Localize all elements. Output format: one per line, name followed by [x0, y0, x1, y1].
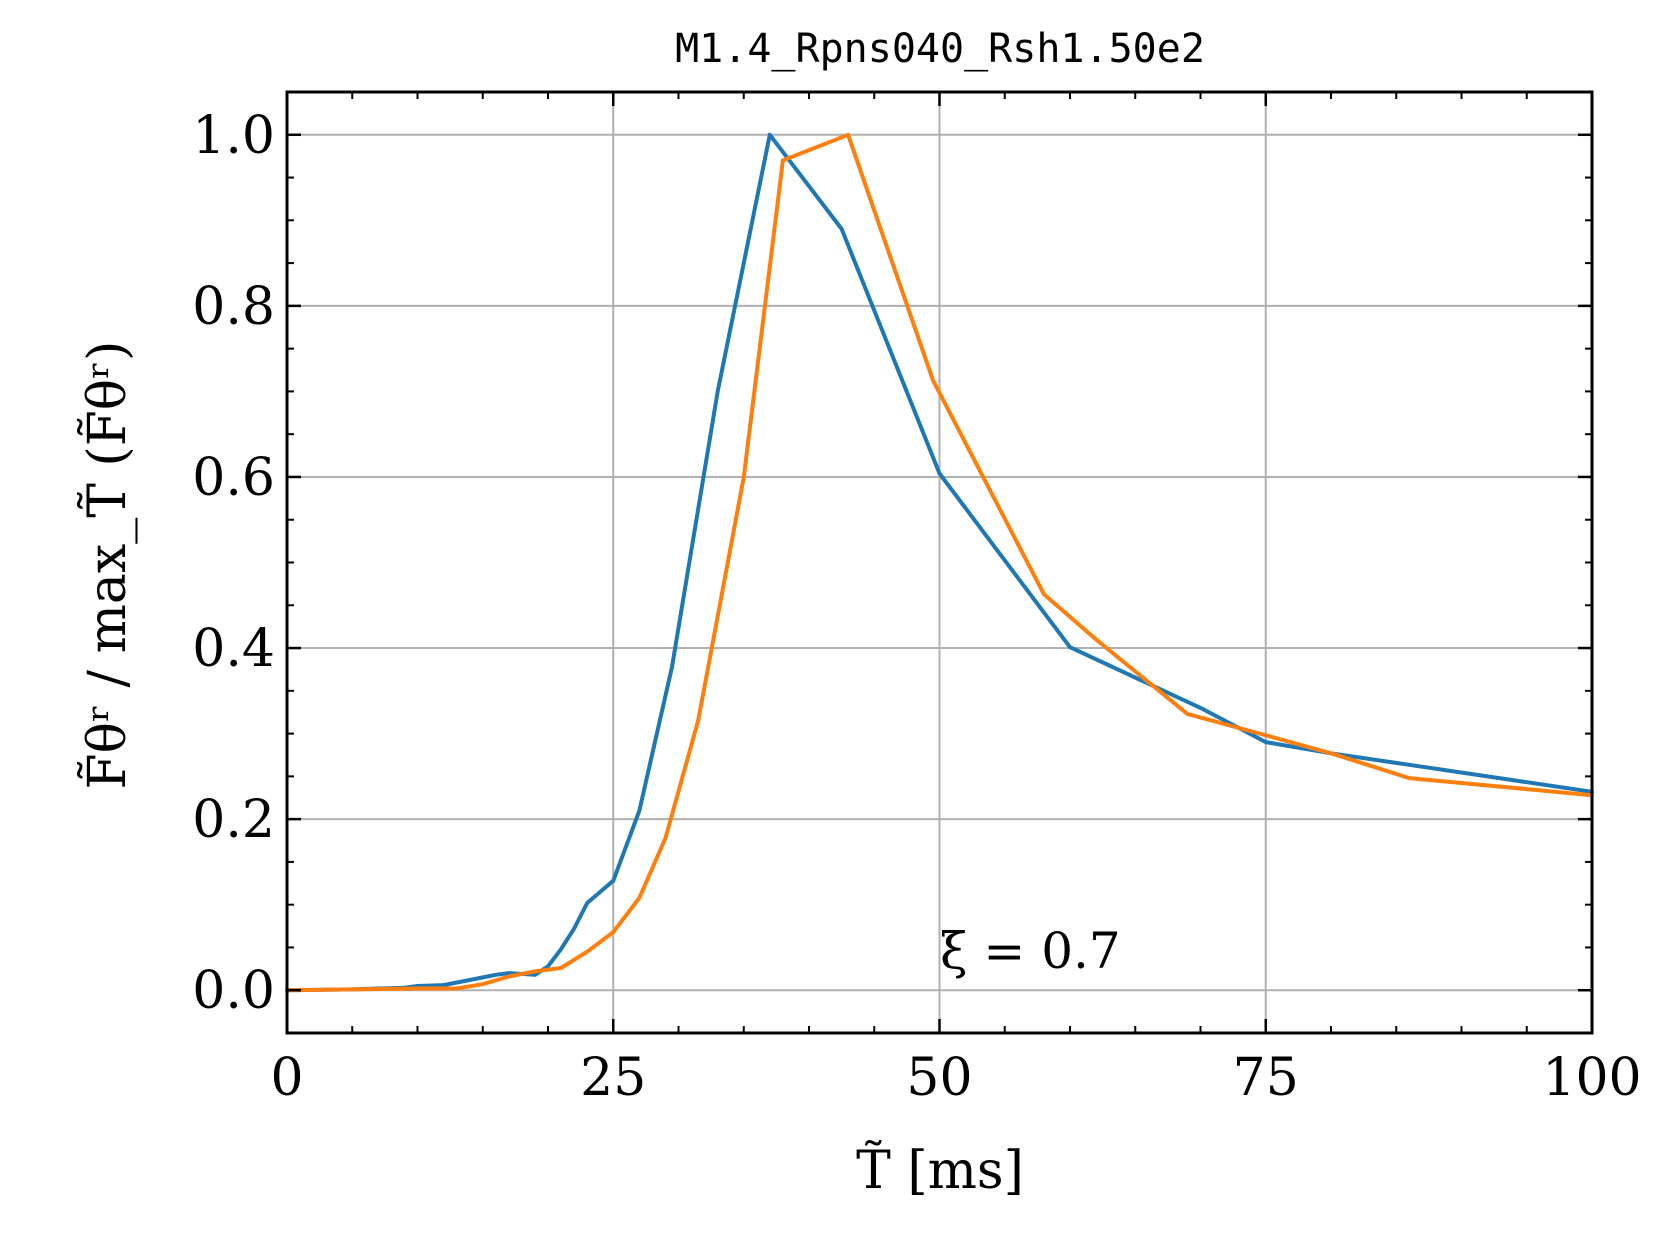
- x-axis-label: T̃ [ms]: [856, 1140, 1024, 1201]
- x-tick-label: 0: [270, 1048, 303, 1108]
- series-layer: [285, 132, 1594, 993]
- y-tick-label: 0.0: [192, 961, 275, 1021]
- x-tick-label: 50: [906, 1048, 972, 1108]
- tick-labels: 0 25 50 75 100 0.0 0.2 0.4 0.6 0.8 1.0: [192, 106, 1641, 1108]
- y-tick-label: 0.4: [192, 619, 275, 679]
- series-line-series-2: [285, 132, 1594, 993]
- y-tick-label: 0.8: [192, 277, 275, 337]
- y-axis-label: F̃θʳ / max_T̃ (F̃θʳ): [77, 341, 138, 790]
- chart-title: M1.4_Rpns040_Rsh1.50e2: [675, 26, 1205, 72]
- plot-frame: [285, 90, 1594, 1035]
- annotation-xi: ξ = 0.7: [940, 922, 1121, 980]
- y-tick-label: 0.2: [192, 790, 275, 850]
- x-tick-label: 75: [1233, 1048, 1299, 1108]
- series-line-series-1: [285, 132, 1594, 993]
- y-tick-label: 0.6: [192, 448, 275, 508]
- grid-lines: [287, 92, 1592, 1033]
- x-tick-label: 25: [580, 1048, 646, 1108]
- x-tick-label: 100: [1542, 1048, 1641, 1108]
- y-tick-label: 1.0: [192, 106, 275, 166]
